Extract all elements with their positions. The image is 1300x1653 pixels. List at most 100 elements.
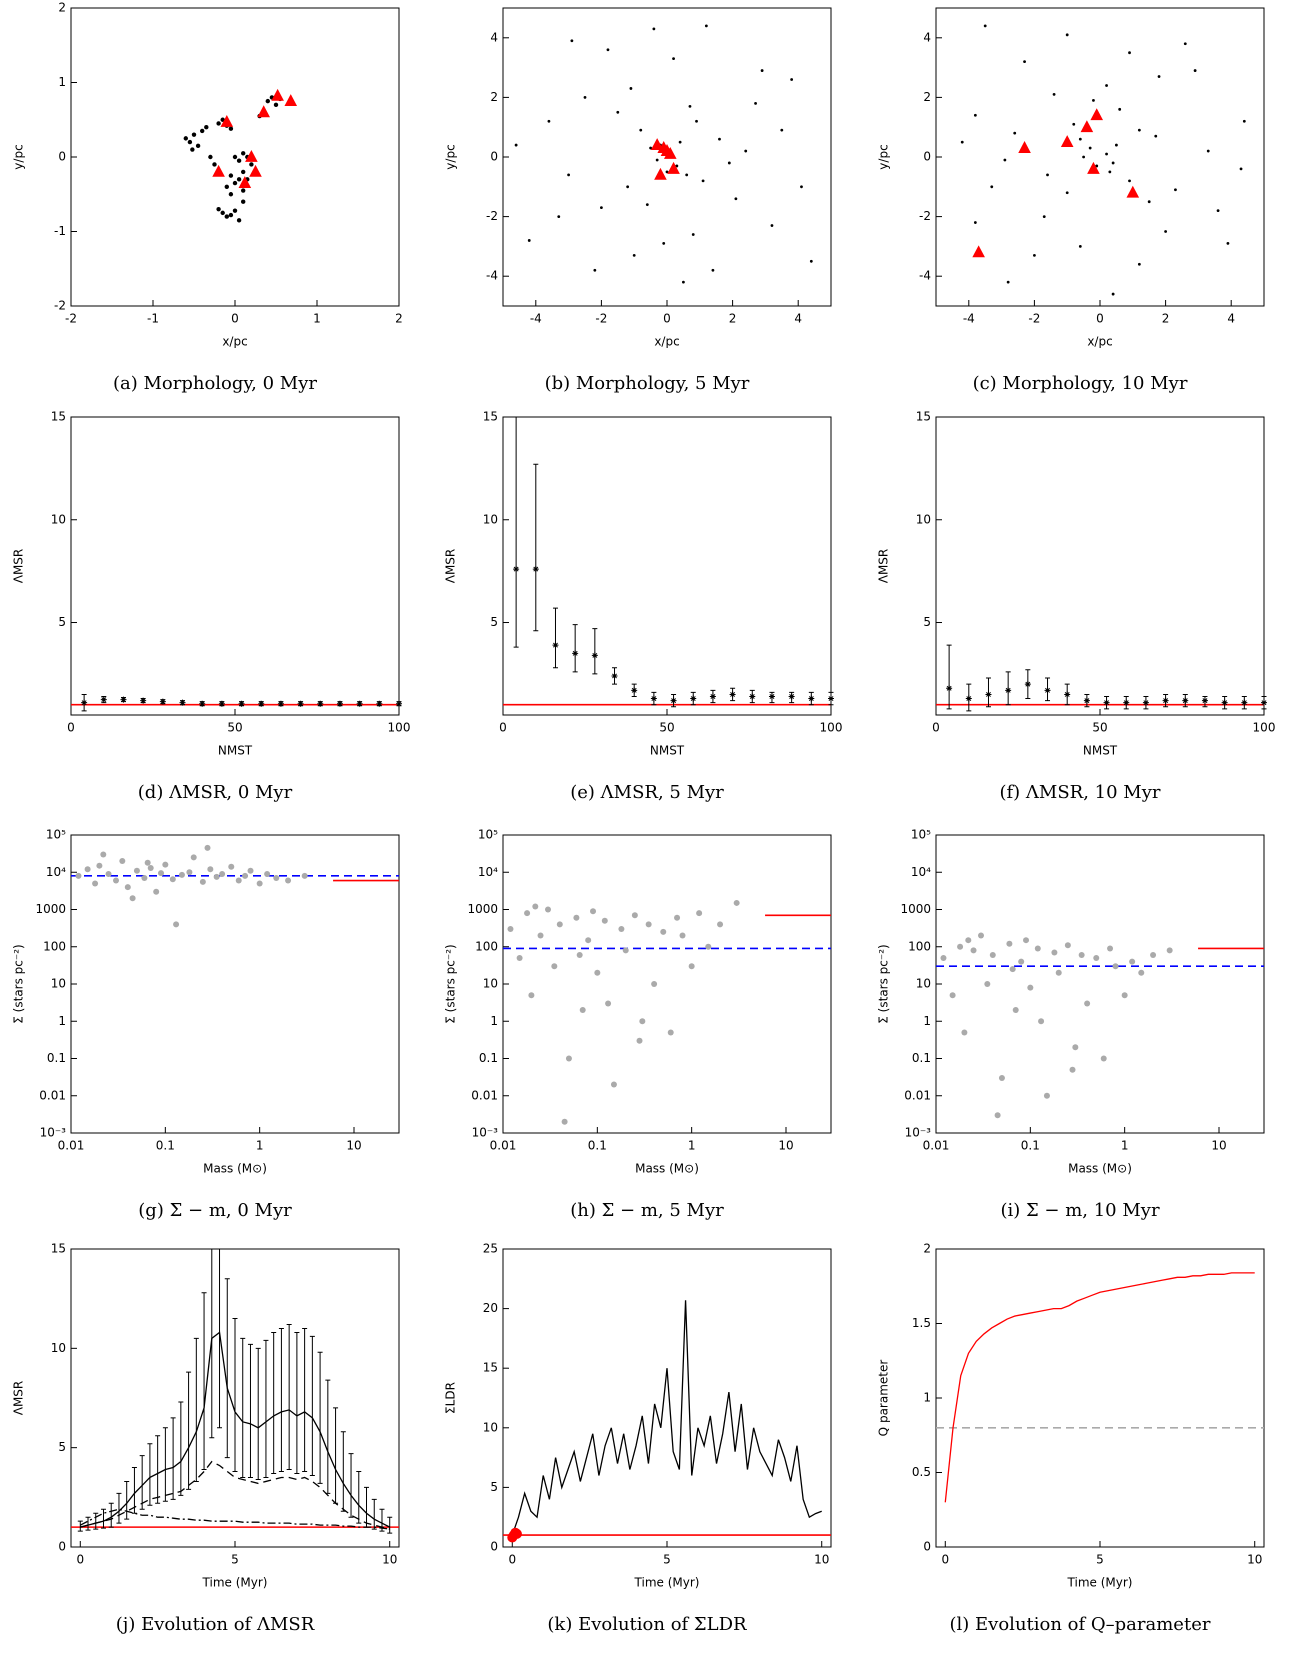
x-tick-label: 0 (231, 312, 239, 326)
error-bar (356, 1471, 362, 1524)
point (788, 693, 795, 700)
error-bar (116, 1492, 122, 1524)
x-tick-label: 0.01 (58, 1139, 85, 1153)
x-tick-label: 0 (508, 1553, 516, 1567)
point (1129, 958, 1136, 965)
y-tick-label: 0 (923, 150, 931, 164)
point (583, 96, 587, 99)
point (949, 992, 956, 999)
y-tick-label: -2 (486, 209, 498, 223)
data-line (80, 1331, 391, 1528)
point (1088, 146, 1092, 150)
point (1055, 969, 1062, 976)
error-bar (131, 1467, 137, 1514)
point (356, 700, 363, 707)
point (273, 102, 279, 108)
x-tick-label: -4 (530, 312, 542, 326)
y-tick-label: 15 (483, 1361, 498, 1375)
point (978, 932, 985, 939)
point (1182, 697, 1189, 704)
point (662, 242, 666, 245)
plot-frame (502, 834, 832, 1134)
point (1005, 687, 1012, 694)
point (301, 872, 308, 879)
point (733, 899, 740, 906)
massive-star (220, 114, 234, 127)
point (636, 1037, 643, 1044)
error-bar (224, 1278, 230, 1459)
error-bar (255, 1347, 261, 1480)
point (1064, 942, 1071, 949)
point (1121, 992, 1128, 999)
x-tick-label: 2 (395, 312, 403, 326)
x-tick-label: 100 (388, 721, 411, 735)
point (1065, 191, 1069, 195)
massive-star (284, 94, 298, 107)
error-bar (77, 1520, 83, 1532)
y-tick-label: 0.1 (912, 1051, 931, 1065)
massive-star (650, 138, 664, 150)
point (258, 700, 265, 707)
point (601, 917, 608, 924)
point (524, 910, 531, 917)
y-tick-label: 15 (916, 410, 931, 424)
error-bar (263, 1339, 269, 1478)
point (238, 700, 245, 707)
data-line (79, 1508, 390, 1530)
point (1078, 952, 1085, 959)
point (727, 161, 731, 165)
point (1100, 1055, 1107, 1062)
error-bar (286, 1323, 292, 1471)
point (119, 858, 126, 865)
point (675, 164, 679, 168)
point (1108, 170, 1112, 174)
point (336, 700, 343, 707)
point (1082, 155, 1085, 159)
point (1147, 200, 1151, 204)
point (1111, 292, 1115, 296)
y-tick-label: 4 (490, 30, 498, 44)
x-tick-label: 4 (1227, 312, 1235, 326)
y-axis-label: ΛMSR (877, 549, 891, 584)
point (1006, 280, 1010, 284)
error-bar (155, 1435, 161, 1504)
caption: (f) ΛMSR, 10 Myr (999, 782, 1160, 803)
point (96, 862, 103, 869)
point (213, 873, 220, 880)
error-bar (162, 1427, 168, 1502)
error-bar (193, 1337, 199, 1482)
y-tick-label: 15 (483, 410, 498, 424)
point (650, 695, 657, 702)
y-tick-label: 0 (923, 1540, 931, 1554)
point (780, 128, 784, 132)
point (1162, 697, 1169, 704)
point (241, 188, 246, 193)
point (709, 693, 716, 700)
point (514, 143, 518, 147)
point (113, 877, 120, 884)
point (572, 650, 579, 657)
point (1072, 1044, 1079, 1051)
point (179, 699, 186, 706)
point (100, 696, 107, 703)
point (1034, 945, 1041, 952)
point (204, 125, 209, 130)
point (133, 867, 140, 874)
error-bar (325, 1379, 331, 1494)
point (1024, 681, 1031, 688)
error-bar (217, 1248, 223, 1429)
point (216, 206, 221, 212)
y-axis-label: ΛMSR (12, 1381, 26, 1416)
point (1128, 51, 1131, 55)
point (593, 268, 597, 272)
y-axis-label: y/pc (12, 144, 26, 169)
x-axis-label: x/pc (1087, 335, 1112, 349)
point (285, 877, 292, 884)
x-tick-label: -2 (65, 312, 77, 326)
point (705, 943, 712, 950)
point (1128, 179, 1131, 183)
point (994, 1112, 1001, 1119)
point (660, 928, 667, 935)
point (622, 947, 629, 954)
x-tick-label: 5 (231, 1553, 239, 1567)
